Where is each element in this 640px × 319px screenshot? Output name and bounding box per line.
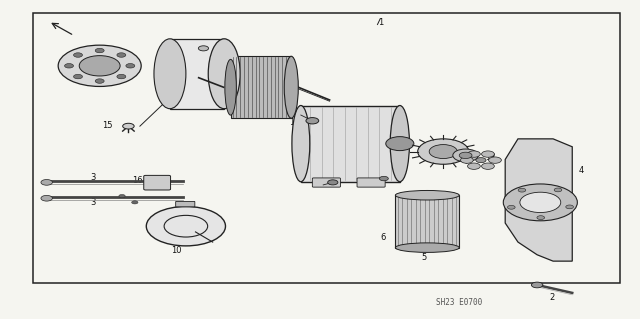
- Circle shape: [386, 137, 414, 151]
- Circle shape: [41, 196, 52, 201]
- Text: 9: 9: [77, 64, 83, 73]
- Circle shape: [198, 46, 209, 51]
- Ellipse shape: [208, 39, 240, 109]
- Circle shape: [74, 74, 83, 79]
- Circle shape: [79, 56, 120, 76]
- FancyBboxPatch shape: [396, 195, 460, 248]
- Text: 16: 16: [132, 176, 143, 185]
- Circle shape: [117, 53, 126, 57]
- Text: 3: 3: [91, 174, 96, 182]
- Circle shape: [429, 145, 458, 159]
- Text: 13: 13: [484, 153, 495, 162]
- Circle shape: [531, 282, 543, 288]
- Text: 1: 1: [378, 18, 383, 27]
- Text: 12: 12: [428, 141, 438, 150]
- Ellipse shape: [154, 39, 186, 109]
- Circle shape: [119, 195, 125, 197]
- FancyBboxPatch shape: [170, 39, 224, 109]
- Circle shape: [453, 149, 478, 162]
- FancyBboxPatch shape: [230, 56, 291, 118]
- FancyBboxPatch shape: [357, 178, 385, 187]
- Circle shape: [65, 63, 74, 68]
- Circle shape: [508, 205, 515, 209]
- Text: 2: 2: [549, 293, 554, 302]
- Circle shape: [461, 157, 473, 163]
- Text: 3: 3: [91, 198, 96, 207]
- Polygon shape: [505, 139, 572, 261]
- Circle shape: [520, 192, 561, 212]
- Circle shape: [380, 176, 388, 181]
- Circle shape: [147, 206, 225, 246]
- Circle shape: [132, 201, 138, 204]
- Circle shape: [95, 79, 104, 83]
- Circle shape: [95, 48, 104, 53]
- Ellipse shape: [390, 106, 410, 182]
- FancyBboxPatch shape: [301, 106, 400, 182]
- Text: 10: 10: [171, 246, 182, 255]
- Circle shape: [476, 158, 486, 163]
- Ellipse shape: [292, 106, 310, 182]
- Circle shape: [306, 118, 319, 124]
- Circle shape: [488, 157, 501, 163]
- Circle shape: [467, 151, 480, 157]
- Circle shape: [460, 152, 472, 159]
- Circle shape: [537, 216, 545, 219]
- Text: 7: 7: [195, 42, 200, 51]
- Text: SH23 E0700: SH23 E0700: [436, 298, 483, 307]
- Circle shape: [481, 151, 494, 157]
- Text: 5: 5: [422, 254, 427, 263]
- Circle shape: [418, 139, 468, 164]
- Text: 6: 6: [380, 233, 385, 242]
- Circle shape: [41, 180, 52, 185]
- Circle shape: [554, 188, 562, 192]
- Circle shape: [566, 205, 573, 209]
- Ellipse shape: [396, 243, 460, 252]
- Circle shape: [126, 63, 135, 68]
- Circle shape: [58, 45, 141, 86]
- Circle shape: [123, 123, 134, 129]
- FancyBboxPatch shape: [312, 178, 340, 187]
- Circle shape: [518, 188, 526, 192]
- Circle shape: [117, 74, 126, 79]
- Circle shape: [328, 180, 338, 185]
- Text: 8: 8: [274, 78, 279, 87]
- Ellipse shape: [396, 190, 460, 200]
- Circle shape: [74, 53, 83, 57]
- Ellipse shape: [225, 59, 236, 115]
- Text: 14: 14: [449, 148, 460, 157]
- Circle shape: [481, 163, 494, 169]
- Ellipse shape: [284, 56, 298, 118]
- FancyBboxPatch shape: [175, 201, 195, 207]
- Text: 15: 15: [102, 121, 113, 130]
- Circle shape: [467, 163, 480, 169]
- Text: 11: 11: [289, 118, 300, 127]
- FancyBboxPatch shape: [144, 175, 171, 190]
- Circle shape: [503, 184, 577, 221]
- Text: 4: 4: [579, 166, 584, 175]
